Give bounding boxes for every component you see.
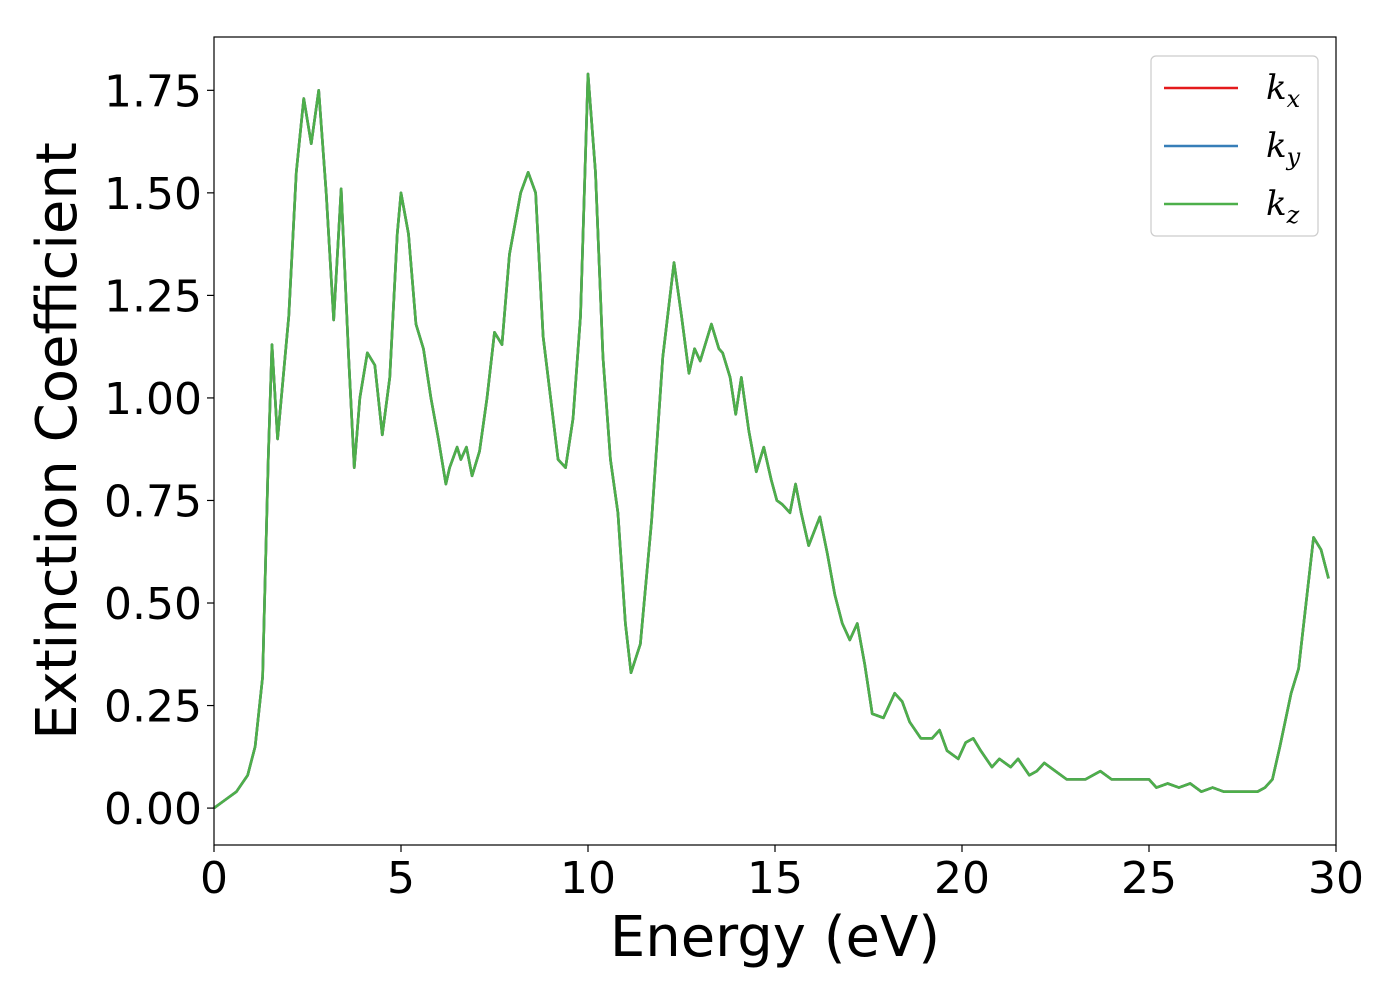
x-tick-label: 20 <box>934 853 990 904</box>
y-axis-label: Extinction Coefficient <box>25 142 90 740</box>
y-tick-label: 1.00 <box>104 374 202 425</box>
y-axis: 0.00 0.25 0.50 0.75 1.00 1.25 1.50 1.75 <box>104 66 214 835</box>
y-tick-label: 0.25 <box>104 682 202 733</box>
y-tick-label: 0.00 <box>104 784 202 835</box>
y-tick-label: 1.25 <box>104 271 202 322</box>
legend: kx ky kz <box>1150 55 1319 237</box>
y-tick-label: 0.50 <box>104 579 202 630</box>
x-tick-label: 15 <box>747 853 803 904</box>
series-line-kz <box>213 72 1330 810</box>
legend-label-kx: kx <box>1266 68 1301 113</box>
x-axis: 0 5 10 15 20 25 30 <box>200 845 1364 904</box>
y-tick-label: 1.75 <box>104 66 202 117</box>
x-tick-label: 30 <box>1308 853 1364 904</box>
y-tick-label: 1.50 <box>104 169 202 220</box>
x-tick-label: 5 <box>387 853 415 904</box>
legend-label-kz: kz <box>1266 184 1300 229</box>
series-layer <box>213 72 1330 810</box>
x-tick-label: 10 <box>560 853 616 904</box>
x-tick-label: 0 <box>200 853 228 904</box>
y-tick-label: 0.75 <box>104 476 202 527</box>
legend-label-ky: ky <box>1266 126 1301 171</box>
x-tick-label: 25 <box>1121 853 1177 904</box>
x-axis-label: Energy (eV) <box>610 905 940 970</box>
